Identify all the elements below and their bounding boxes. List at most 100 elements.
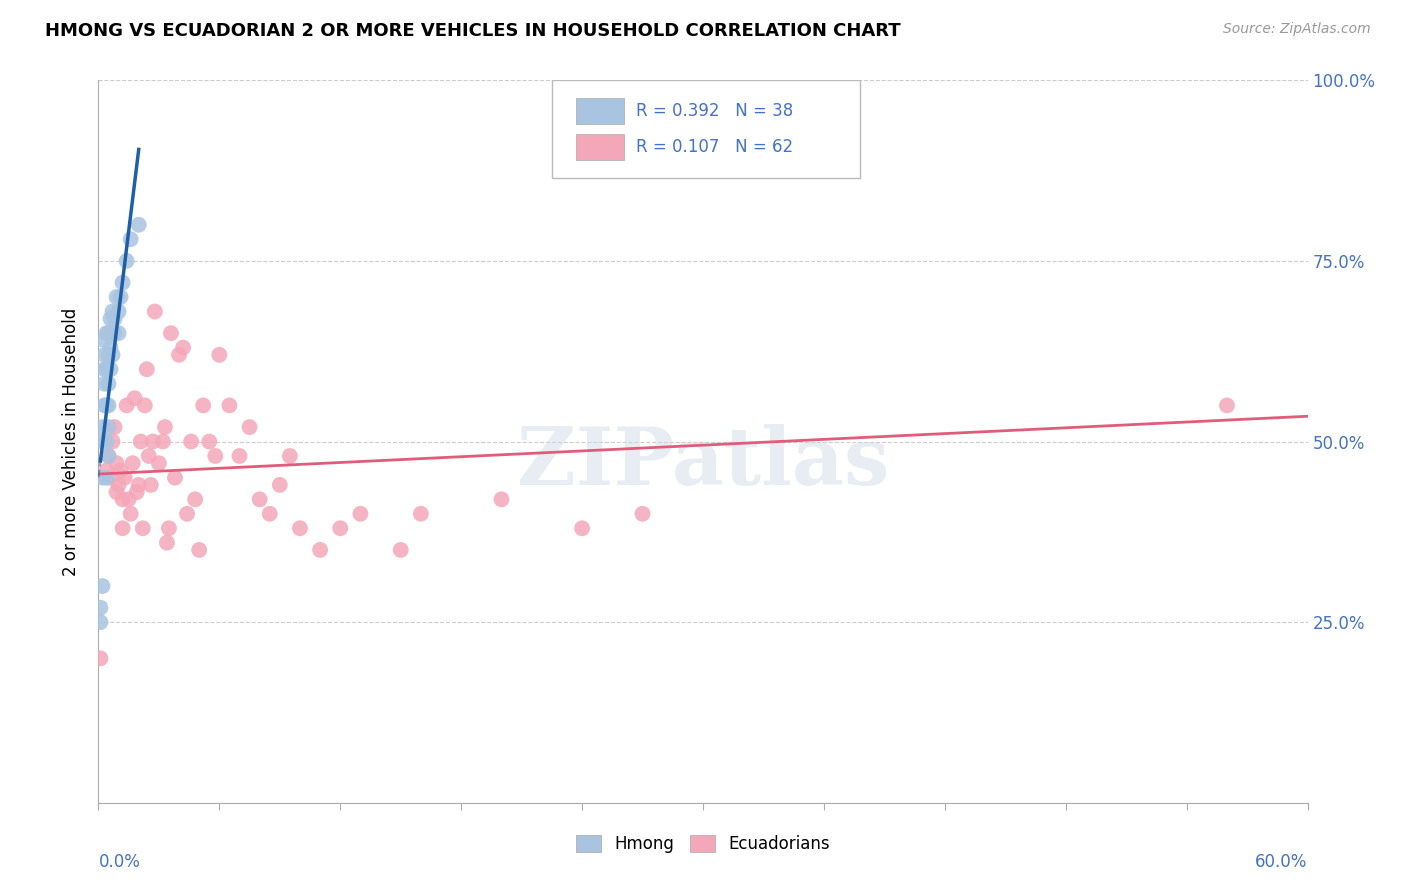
Point <box>309 542 332 557</box>
Point <box>93 362 115 376</box>
Text: R = 0.392   N = 38: R = 0.392 N = 38 <box>637 102 794 120</box>
Point <box>160 326 183 340</box>
Point <box>91 434 114 449</box>
Point <box>288 521 311 535</box>
Point <box>631 507 654 521</box>
Point <box>228 449 250 463</box>
Point <box>96 463 118 477</box>
Point <box>111 276 134 290</box>
Point <box>96 398 118 412</box>
Point <box>115 253 138 268</box>
Y-axis label: 2 or more Vehicles in Household: 2 or more Vehicles in Household <box>62 308 80 575</box>
Point <box>93 334 115 348</box>
Point <box>89 651 111 665</box>
Point <box>278 449 301 463</box>
Point <box>89 615 111 630</box>
Point <box>96 326 118 340</box>
Point <box>172 341 194 355</box>
Point <box>329 521 352 535</box>
Point <box>148 456 170 470</box>
Point <box>93 348 115 362</box>
Point <box>269 478 291 492</box>
Point <box>103 311 125 326</box>
Point <box>152 434 174 449</box>
Point <box>105 485 128 500</box>
Point <box>91 470 114 484</box>
Point <box>176 507 198 521</box>
Point <box>349 507 371 521</box>
Bar <box>576 135 624 160</box>
Point <box>124 391 146 405</box>
Text: R = 0.107   N = 62: R = 0.107 N = 62 <box>637 137 793 156</box>
Point <box>97 348 120 362</box>
Point <box>101 434 124 449</box>
Point <box>128 218 150 232</box>
Point <box>103 326 125 340</box>
Point <box>409 507 432 521</box>
Point <box>180 434 202 449</box>
Legend: Hmong, Ecuadorians: Hmong, Ecuadorians <box>569 828 837 860</box>
Point <box>125 485 148 500</box>
Point <box>107 326 129 340</box>
Point <box>111 492 134 507</box>
Point <box>259 507 281 521</box>
Point <box>103 420 125 434</box>
Point <box>204 449 226 463</box>
Point <box>107 304 129 318</box>
Point <box>218 398 240 412</box>
Point <box>100 362 122 376</box>
Text: Source: ZipAtlas.com: Source: ZipAtlas.com <box>1223 22 1371 37</box>
Point <box>110 290 132 304</box>
Point <box>153 420 176 434</box>
Point <box>97 449 120 463</box>
Point <box>114 470 136 484</box>
Text: ZIPatlas: ZIPatlas <box>517 425 889 502</box>
Point <box>93 376 115 391</box>
Point <box>97 376 120 391</box>
Point <box>491 492 513 507</box>
Point <box>110 463 132 477</box>
Point <box>139 478 162 492</box>
Point <box>101 326 124 340</box>
Point <box>156 535 179 549</box>
Point <box>101 348 124 362</box>
Point <box>115 398 138 412</box>
Text: HMONG VS ECUADORIAN 2 OR MORE VEHICLES IN HOUSEHOLD CORRELATION CHART: HMONG VS ECUADORIAN 2 OR MORE VEHICLES I… <box>45 22 901 40</box>
Point <box>96 434 118 449</box>
Text: 60.0%: 60.0% <box>1256 854 1308 871</box>
Point <box>163 470 186 484</box>
Point <box>105 290 128 304</box>
Point <box>208 348 231 362</box>
Point <box>1216 398 1239 412</box>
Point <box>143 304 166 318</box>
Point <box>91 420 114 434</box>
Point <box>120 232 142 246</box>
Point <box>571 521 593 535</box>
Point <box>138 449 160 463</box>
Point <box>389 542 412 557</box>
Point <box>184 492 207 507</box>
Point <box>132 521 155 535</box>
FancyBboxPatch shape <box>551 80 860 178</box>
Point <box>135 362 157 376</box>
Point <box>167 348 190 362</box>
Point <box>100 341 122 355</box>
Bar <box>576 98 624 124</box>
Point <box>101 304 124 318</box>
Point <box>97 326 120 340</box>
Point <box>107 478 129 492</box>
Point <box>91 579 114 593</box>
Point <box>142 434 165 449</box>
Point <box>100 470 122 484</box>
Point <box>198 434 221 449</box>
Point <box>118 492 141 507</box>
Point <box>89 600 111 615</box>
Point <box>100 311 122 326</box>
Point <box>97 420 120 434</box>
Point <box>93 398 115 412</box>
Point <box>97 449 120 463</box>
Point <box>96 362 118 376</box>
Point <box>97 398 120 412</box>
Point <box>128 478 150 492</box>
Point <box>120 507 142 521</box>
